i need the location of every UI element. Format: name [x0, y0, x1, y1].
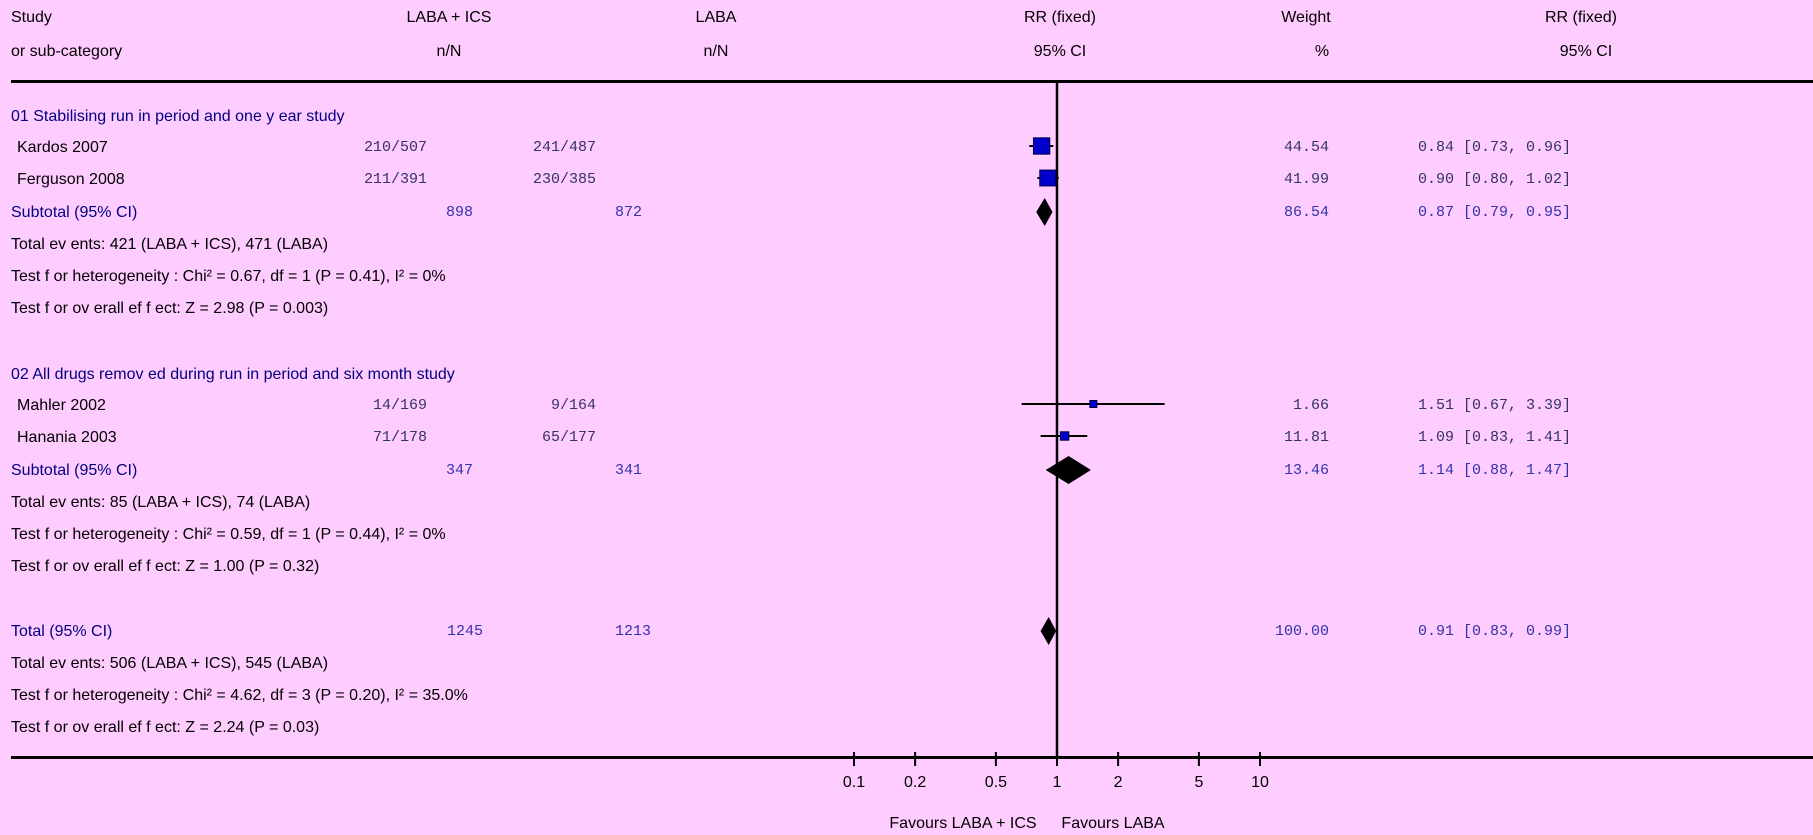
subtotal-ci-text: 0.87 [0.79, 0.95]: [1418, 204, 1572, 221]
total-label: Total (95% CI): [11, 623, 113, 640]
total-ci-text: 0.91 [0.83, 0.99]: [1418, 623, 1572, 640]
study-ci-text: 1.51 [0.67, 3.39]: [1418, 397, 1572, 414]
x-tick-label: 0.1: [843, 774, 865, 791]
subtotal-label: Subtotal (95% CI): [11, 462, 138, 479]
group-title: 01 Stabilising run in period and one y e…: [11, 108, 345, 125]
total-weight: 100.00: [1274, 623, 1329, 640]
x-tick-label: 5: [1194, 774, 1203, 791]
subtotal-weight: 13.46: [1283, 462, 1329, 479]
study-point-square: [1032, 137, 1051, 155]
header-control-nN: n/N: [703, 43, 729, 60]
heterogeneity-note: Test f or heterogeneity : Chi² = 0.59, d…: [11, 526, 446, 543]
x-tick-label: 1: [1053, 774, 1062, 791]
total-events-note: Total ev ents: 506 (LABA + ICS), 545 (LA…: [11, 655, 329, 672]
pooled-diamond: [1036, 198, 1053, 226]
header-rr-plot: RR (fixed): [1023, 9, 1097, 26]
header-rr-plot-ci: 95% CI: [1033, 43, 1087, 60]
study-control-events: 241/487: [532, 139, 596, 156]
study-name: Hanania 2003: [17, 429, 117, 446]
header-treatment-nN: n/N: [436, 43, 462, 60]
subtotal-ci-text: 1.14 [0.88, 1.47]: [1418, 462, 1572, 479]
study-point-square: [1089, 400, 1098, 408]
header-treatment: LABA + ICS: [406, 9, 492, 26]
study-control-events: 65/177: [541, 429, 596, 446]
total-control: 1213: [614, 623, 651, 640]
header-weight: Weight: [1281, 9, 1331, 26]
overall-effect-note: Test f or ov erall ef f ect: Z = 2.98 (P…: [11, 300, 329, 317]
subtotal-weight: 86.54: [1283, 204, 1329, 221]
study-name: Kardos 2007: [17, 139, 108, 156]
overall-effect-note: Test f or ov erall ef f ect: Z = 2.24 (P…: [11, 719, 320, 736]
favours-left-label: Favours LABA + ICS: [889, 815, 1037, 832]
heterogeneity-note: Test f or heterogeneity : Chi² = 4.62, d…: [11, 687, 468, 704]
header-control: LABA: [695, 9, 737, 26]
footer-rule: [11, 756, 1813, 759]
study-point-square: [1059, 431, 1070, 441]
x-tick-label: 2: [1114, 774, 1123, 791]
study-name: Mahler 2002: [17, 397, 106, 414]
header-rr-text-ci: 95% CI: [1559, 43, 1613, 60]
study-point-square: [1039, 169, 1057, 187]
total-events-note: Total ev ents: 85 (LABA + ICS), 74 (LABA…: [11, 494, 311, 511]
subtotal-label: Subtotal (95% CI): [11, 204, 138, 221]
study-weight: 1.66: [1292, 397, 1329, 414]
study-control-events: 9/164: [550, 397, 596, 414]
subtotal-control-total: 341: [614, 462, 642, 479]
overall-effect-note: Test f or ov erall ef f ect: Z = 1.00 (P…: [11, 558, 320, 575]
study-control-events: 230/385: [532, 171, 596, 188]
total-events-note: Total ev ents: 421 (LABA + ICS), 471 (LA…: [11, 236, 329, 253]
x-tick-label: 10: [1251, 774, 1269, 791]
study-name: Ferguson 2008: [17, 171, 125, 188]
header-weight-pct: %: [1314, 43, 1330, 60]
study-weight: 11.81: [1283, 429, 1329, 446]
x-tick-label: 0.2: [904, 774, 926, 791]
study-treatment-events: 210/507: [363, 139, 427, 156]
study-treatment-events: 211/391: [363, 171, 427, 188]
study-weight: 41.99: [1283, 171, 1329, 188]
study-ci-text: 0.84 [0.73, 0.96]: [1418, 139, 1572, 156]
header-rr-text: RR (fixed): [1544, 9, 1618, 26]
subtotal-control-total: 872: [614, 204, 642, 221]
subtotal-treatment-total: 347: [445, 462, 473, 479]
study-treatment-events: 14/169: [372, 397, 427, 414]
total-treatment: 1245: [446, 623, 483, 640]
pooled-diamond: [1045, 456, 1091, 484]
header-subcategory: or sub-category: [11, 43, 123, 60]
study-weight: 44.54: [1283, 139, 1329, 156]
subtotal-treatment-total: 898: [445, 204, 473, 221]
study-ci-text: 0.90 [0.80, 1.02]: [1418, 171, 1572, 188]
group-title: 02 All drugs remov ed during run in peri…: [11, 366, 455, 383]
study-treatment-events: 71/178: [372, 429, 427, 446]
heterogeneity-note: Test f or heterogeneity : Chi² = 0.67, d…: [11, 268, 446, 285]
header-study: Study: [11, 9, 52, 26]
pooled-diamond: [1040, 617, 1057, 645]
study-ci-text: 1.09 [0.83, 1.41]: [1418, 429, 1572, 446]
header-rule: [11, 80, 1813, 83]
x-tick-label: 0.5: [985, 774, 1007, 791]
favours-right-label: Favours LABA: [1061, 815, 1165, 832]
